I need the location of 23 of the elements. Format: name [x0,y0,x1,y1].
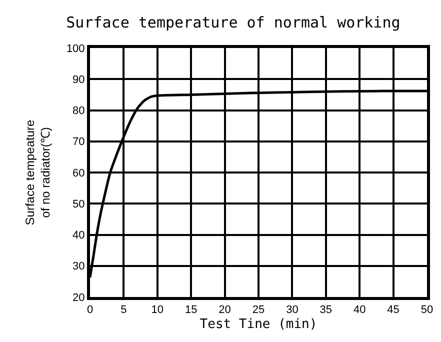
y-tick-label: 100 [66,42,85,55]
x-tick-label: 30 [286,304,298,316]
x-tick-label: 50 [420,304,434,316]
x-tick-label: 35 [320,304,332,316]
y-tick-label: 90 [72,74,85,86]
y-tick-label: 50 [72,198,85,210]
x-tick-label: 0 [86,304,94,316]
x-tick-label: 5 [120,304,127,316]
y-tick-label: 40 [72,230,85,242]
y-tick-label: 20 [72,292,85,304]
y-tick-label: 30 [72,260,85,273]
y-tick-label: 60 [72,167,85,180]
x-tick-label: 40 [353,304,366,316]
x-tick-label: 45 [387,304,400,316]
x-tick-label: 20 [218,304,231,316]
chart-title: Surface temperature of normal working [66,14,400,32]
x-axis-title: Test Tine (min) [200,316,318,332]
x-tick-label: 15 [184,304,198,316]
y-tick-label: 70 [72,136,85,148]
y-axis-title: Surface tempeature of no radiator(℃) [23,119,53,226]
x-tick-label: 10 [151,304,164,316]
y-tick-label: 80 [72,105,85,118]
x-tick-label: 25 [252,304,265,316]
